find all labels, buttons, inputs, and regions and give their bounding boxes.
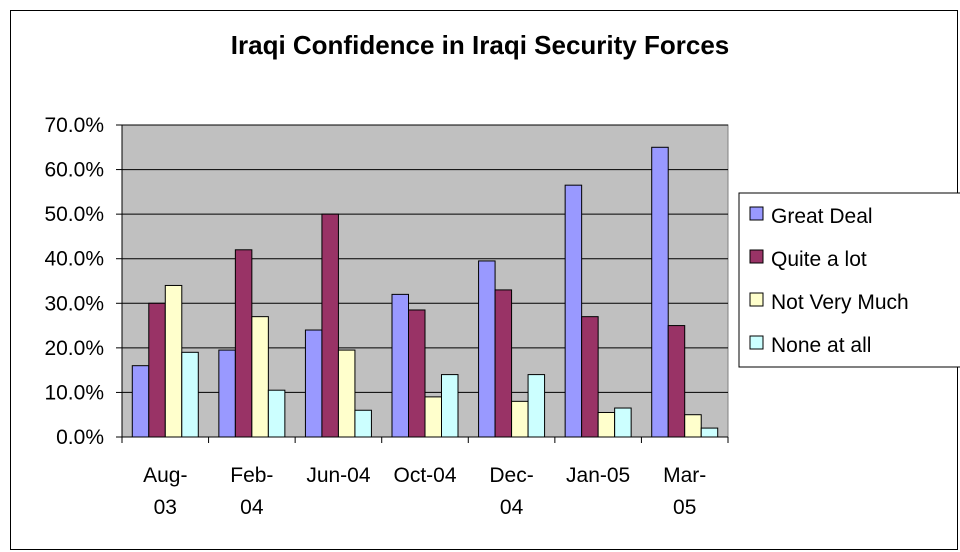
legend-swatch xyxy=(749,249,764,264)
bar-not-very-much xyxy=(597,411,616,438)
bar-not-very-much xyxy=(164,284,183,438)
y-tick-label: 10.0% xyxy=(44,381,104,404)
bar-none-at-all xyxy=(527,374,546,438)
bar-not-very-much xyxy=(511,400,529,438)
bar-quite-a-lot xyxy=(408,309,426,438)
legend-label: Not Very Much xyxy=(771,291,909,314)
bar-none-at-all xyxy=(267,389,286,438)
bar-quite-a-lot xyxy=(234,249,253,438)
bar-great-deal xyxy=(391,293,409,438)
x-tick-label: Dec- xyxy=(489,464,533,487)
x-tick-label: Jun-04 xyxy=(306,464,371,487)
bar-none-at-all xyxy=(354,409,372,438)
bar-not-very-much xyxy=(337,349,356,438)
bar-great-deal xyxy=(651,146,669,438)
bar-none-at-all xyxy=(614,407,632,438)
y-tick-label: 70.0% xyxy=(44,114,104,137)
x-tick-label: Mar- xyxy=(663,464,706,487)
x-tick-label: 04 xyxy=(240,496,264,519)
legend: Great Deal Quite a lot Not Very Much None a… xyxy=(738,192,960,368)
legend-label: Great Deal xyxy=(771,205,873,228)
legend-swatch xyxy=(749,292,764,307)
y-tick-label: 40.0% xyxy=(44,248,104,271)
y-tick-label: 60.0% xyxy=(44,159,104,182)
bar-great-deal xyxy=(218,349,236,438)
bar-quite-a-lot xyxy=(148,302,166,438)
legend-label: Quite a lot xyxy=(771,248,867,271)
x-tick-label: 05 xyxy=(673,496,696,519)
bar-quite-a-lot xyxy=(494,289,513,438)
chart-title: Iraqi Confidence in Iraqi Security Force… xyxy=(230,30,730,60)
bar-great-deal xyxy=(304,329,323,438)
y-tick-label: 50.0% xyxy=(44,203,104,226)
y-tick-label: 30.0% xyxy=(44,292,104,315)
bar-none-at-all xyxy=(700,427,719,438)
y-tick-label: 0.0% xyxy=(56,426,104,449)
legend-box xyxy=(738,192,960,368)
bar-great-deal xyxy=(564,184,583,438)
bars xyxy=(131,146,719,438)
bar-quite-a-lot xyxy=(321,213,339,438)
bar-great-deal xyxy=(131,365,150,438)
bar-not-very-much xyxy=(251,316,269,438)
x-tick-label: 04 xyxy=(500,496,524,519)
legend-swatch xyxy=(749,206,764,221)
x-tick-label: Jan-05 xyxy=(566,464,630,487)
bar-none-at-all xyxy=(181,351,199,438)
legend-label: None at all xyxy=(771,334,871,357)
bar-not-very-much xyxy=(424,396,442,438)
x-tick-label: Aug- xyxy=(143,464,187,487)
bar-great-deal xyxy=(478,260,496,438)
bar-none-at-all xyxy=(441,374,459,438)
legend-swatch xyxy=(749,335,764,350)
x-tick-label: Oct-04 xyxy=(393,464,456,487)
bar-quite-a-lot xyxy=(581,316,599,438)
bar-not-very-much xyxy=(684,414,702,438)
y-tick-label: 20.0% xyxy=(44,337,104,360)
bar-quite-a-lot xyxy=(667,325,686,438)
x-tick-label: 03 xyxy=(154,496,177,519)
x-tick-label: Feb- xyxy=(230,464,273,487)
axes: 0.0% 10.0% 20.0% 30.0% 40.0% 50.0% 60.0% 70.0% A… xyxy=(44,114,729,519)
